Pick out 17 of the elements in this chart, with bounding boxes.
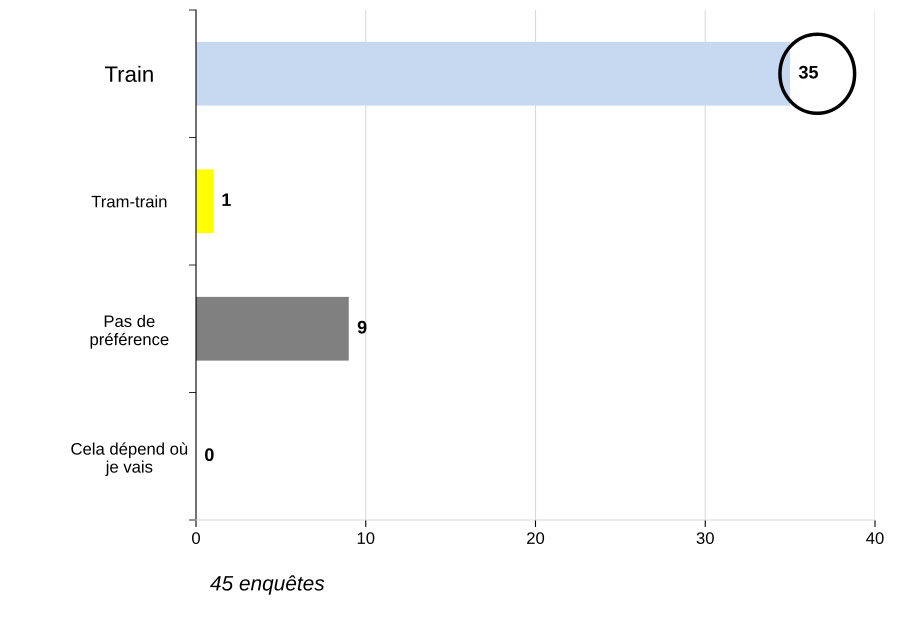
- x-tick-label: 30: [696, 532, 714, 544]
- text: 45 enquêtes: [210, 575, 324, 595]
- y-tick-label: Tram-train: [92, 195, 166, 208]
- x-tick-label: 20: [527, 532, 544, 544]
- y-tick-label: Pas de préférence: [90, 314, 168, 349]
- bar: [196, 42, 790, 106]
- y-tick-label: Cela dépend où je vais: [71, 442, 188, 476]
- data-label: 9: [358, 320, 366, 334]
- x-tick-label: 0: [192, 532, 200, 544]
- data-label: 0: [205, 448, 214, 462]
- data-label: 1: [222, 193, 231, 206]
- data-label: 35: [798, 66, 818, 79]
- y-tick-label: Train: [104, 66, 153, 82]
- x-tick-label: 10: [358, 532, 374, 544]
- bar: [196, 169, 213, 234]
- x-tick-label: 40: [866, 532, 884, 544]
- bar: [196, 296, 349, 361]
